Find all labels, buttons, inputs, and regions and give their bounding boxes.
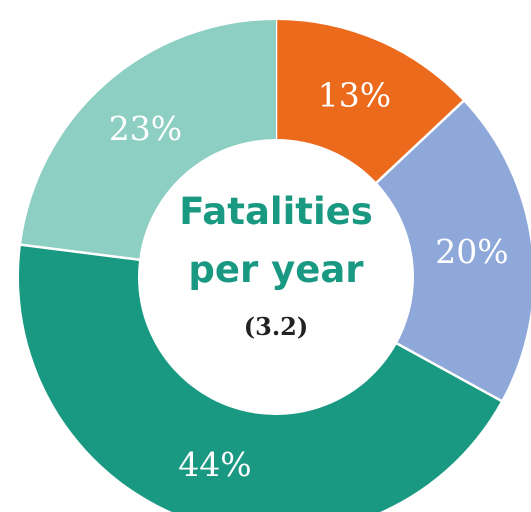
slice-separator-3: [396, 342, 504, 403]
slice-label-1: 13%: [318, 76, 391, 115]
slice-label-2: 20%: [435, 232, 508, 271]
slice-3: [19, 244, 502, 512]
slice-4: [21, 20, 277, 260]
slice-2: [376, 101, 531, 401]
slice-1: [276, 20, 464, 183]
slice-label-4: 23%: [109, 109, 182, 148]
slice-separator-4: [18, 243, 140, 261]
slice-label-3: 44%: [178, 445, 251, 484]
center-title-line-1: Fatalities: [179, 190, 373, 233]
slices-group: [18, 18, 531, 512]
center-value: (3.2): [244, 312, 308, 341]
slice-separator-2: [375, 98, 466, 184]
slice-labels-group: 13% 20% 44% 23%: [109, 76, 509, 484]
center-label: Fatalities per year (3.2): [179, 190, 373, 341]
center-title-line-2: per year: [188, 248, 364, 291]
